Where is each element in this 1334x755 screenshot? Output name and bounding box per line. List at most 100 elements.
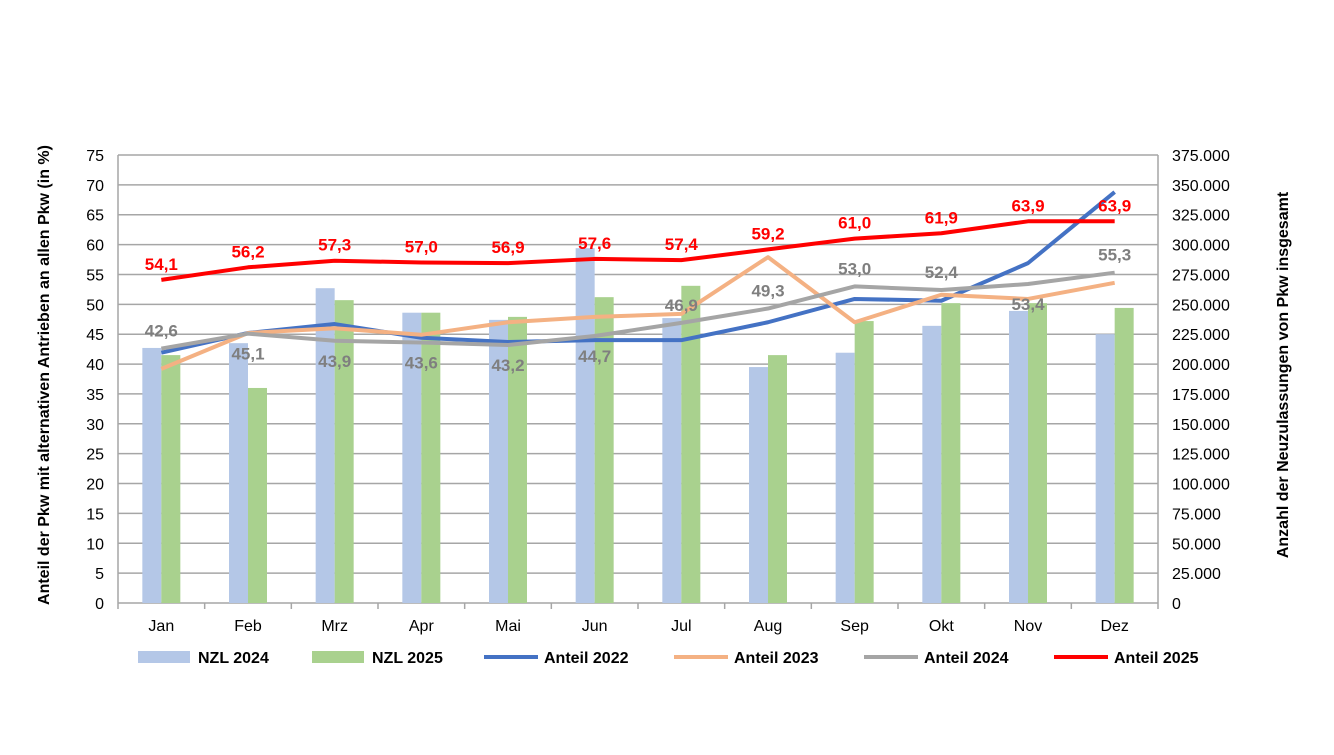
y2-tick-label: 350.000 bbox=[1172, 178, 1230, 195]
data-labels: 42,6 45,1 43,9 43,6 43,2 44,7 46,9 49,3 53,0 52,4… bbox=[145, 196, 1131, 375]
y2-tick-label: 325.000 bbox=[1172, 208, 1230, 225]
bar-nzl-2024 bbox=[229, 343, 248, 603]
bars bbox=[142, 248, 1134, 603]
y-tick-label: 45 bbox=[86, 327, 104, 344]
data-label: 49,3 bbox=[751, 282, 784, 301]
bar-nzl-2024 bbox=[489, 319, 508, 603]
bar-nzl-2025 bbox=[421, 312, 441, 603]
x-tick-label: Okt bbox=[929, 618, 954, 635]
bar-nzl-2024 bbox=[1009, 310, 1028, 603]
data-label: 59,2 bbox=[751, 224, 784, 243]
bar-nzl-2024 bbox=[315, 288, 335, 603]
y-tick-label: 75 bbox=[86, 148, 104, 165]
line-anteil-2024 bbox=[160, 270, 1115, 351]
legend-swatch bbox=[138, 651, 190, 663]
y-tick-label: 60 bbox=[86, 238, 104, 255]
bar-nzl-2024 bbox=[662, 318, 682, 603]
bar-nzl-2024 bbox=[1095, 334, 1115, 603]
legend-label: Anteil 2025 bbox=[1114, 650, 1199, 667]
y-axis-title: Anteil der Pkw mit alternativen Antriebe… bbox=[36, 145, 53, 605]
y2-axis-title: Anzahl der Neuzulassungen von Pkw insges… bbox=[1275, 191, 1292, 558]
x-tick-label: Jun bbox=[582, 618, 608, 635]
y2-tick-label: 175.000 bbox=[1172, 387, 1230, 404]
data-label: 44,7 bbox=[578, 347, 611, 366]
data-label: 43,9 bbox=[318, 352, 351, 371]
data-label: 57,6 bbox=[578, 234, 611, 253]
x-tick-label: Nov bbox=[1014, 618, 1042, 635]
y-tick-label: 20 bbox=[86, 477, 104, 494]
y-tick-label: 10 bbox=[86, 536, 104, 553]
bar-nzl-2024 bbox=[835, 352, 855, 603]
bar-nzl-2024 bbox=[142, 347, 162, 603]
x-tick-label: Sep bbox=[840, 618, 869, 635]
y-tick-label: 15 bbox=[86, 506, 104, 523]
y2-tick-label: 100.000 bbox=[1172, 477, 1230, 494]
x-tick-label: Mrz bbox=[321, 618, 348, 635]
data-label: 53,0 bbox=[838, 259, 871, 278]
data-label: 46,9 bbox=[665, 296, 698, 315]
legend-label: Anteil 2024 bbox=[924, 650, 1009, 667]
y-tick-label: 5 bbox=[95, 566, 104, 583]
y2-tick-label: 300.000 bbox=[1172, 238, 1230, 255]
bar-nzl-2025 bbox=[508, 316, 527, 603]
bar-nzl-2024 bbox=[749, 367, 768, 603]
x-tick-label: Aug bbox=[754, 618, 782, 635]
bar-nzl-2025 bbox=[334, 300, 354, 603]
y-tick-label: 40 bbox=[86, 357, 104, 374]
data-label: 61,0 bbox=[838, 214, 871, 233]
x-tick-label: Dez bbox=[1100, 618, 1128, 635]
bar-nzl-2025 bbox=[1028, 303, 1047, 603]
x-tick-label: Jan bbox=[148, 618, 174, 635]
bar-nzl-2024 bbox=[575, 248, 595, 603]
legend-label: Anteil 2023 bbox=[734, 650, 819, 667]
bar-nzl-2025 bbox=[681, 285, 701, 603]
x-tick-label: Mai bbox=[495, 618, 521, 635]
gridlines bbox=[118, 154, 1158, 604]
legend-label: NZL 2024 bbox=[198, 650, 269, 667]
data-label: 42,6 bbox=[145, 322, 178, 341]
x-tick-label: Feb bbox=[234, 618, 262, 635]
y-tick-label: 30 bbox=[86, 417, 104, 434]
data-label: 55,3 bbox=[1098, 246, 1131, 265]
y2-tick-label: 275.000 bbox=[1172, 267, 1230, 284]
line-anteil-2025 bbox=[161, 219, 1115, 282]
y-tick-label: 25 bbox=[86, 447, 104, 464]
data-label: 43,2 bbox=[491, 356, 524, 375]
data-label: 57,4 bbox=[665, 235, 699, 254]
y-tick-label: 55 bbox=[86, 267, 104, 284]
legend-label: Anteil 2022 bbox=[544, 650, 629, 667]
data-label: 63,9 bbox=[1011, 196, 1044, 215]
y-tick-label: 50 bbox=[86, 297, 104, 314]
bar-nzl-2025 bbox=[768, 355, 787, 603]
y2-tick-label: 0 bbox=[1172, 596, 1181, 613]
bar-nzl-2025 bbox=[248, 387, 267, 603]
bar-nzl-2024 bbox=[922, 325, 942, 603]
y2-tick-label: 125.000 bbox=[1172, 447, 1230, 464]
line-anteil-2023 bbox=[160, 255, 1116, 371]
data-label: 52,4 bbox=[925, 263, 959, 282]
y2-tick-label: 25.000 bbox=[1172, 566, 1221, 583]
y2-tick-label: 50.000 bbox=[1172, 536, 1221, 553]
data-label: 56,9 bbox=[491, 238, 524, 257]
bar-nzl-2025 bbox=[161, 355, 181, 603]
y-tick-label: 70 bbox=[86, 178, 104, 195]
axes: 0 5 10 15 20 25 30 35 40 45 50 55 60 65 70 75 0 25.000 50.… bbox=[86, 148, 1230, 635]
y2-tick-label: 250.000 bbox=[1172, 297, 1230, 314]
legend: NZL 2024 NZL 2025 Anteil 2022 Anteil 2023 An… bbox=[138, 650, 1199, 667]
y2-tick-label: 150.000 bbox=[1172, 417, 1230, 434]
bar-nzl-2025 bbox=[594, 297, 614, 603]
x-tick-label: Apr bbox=[409, 618, 435, 635]
bar-nzl-2024 bbox=[402, 312, 422, 603]
y-tick-label: 35 bbox=[86, 387, 104, 404]
bar-nzl-2025 bbox=[854, 321, 874, 603]
lines bbox=[160, 190, 1116, 371]
data-label: 61,9 bbox=[925, 208, 958, 227]
y2-tick-label: 75.000 bbox=[1172, 506, 1221, 523]
data-label: 54,1 bbox=[145, 255, 178, 274]
data-label: 57,0 bbox=[405, 238, 438, 257]
data-label: 57,3 bbox=[318, 236, 351, 255]
data-label: 53,4 bbox=[1011, 295, 1045, 314]
bar-nzl-2025 bbox=[1114, 307, 1134, 603]
data-label: 43,6 bbox=[405, 354, 438, 373]
